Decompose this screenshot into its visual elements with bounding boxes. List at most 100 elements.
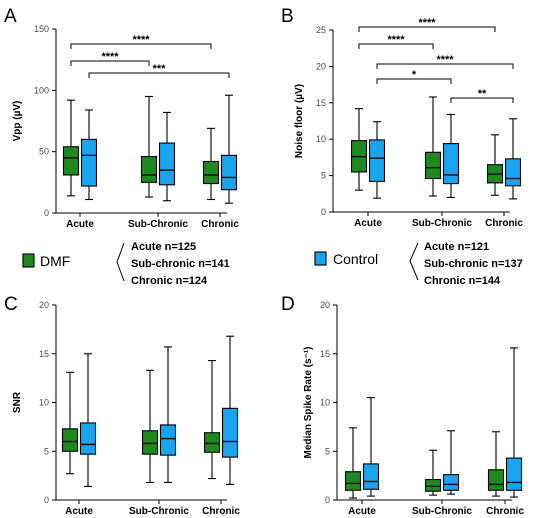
box-iqr — [202, 160, 220, 185]
y-tick-label: 5 — [44, 446, 49, 456]
box-dmf-2 — [141, 369, 159, 484]
y-tick-label: 150 — [34, 24, 49, 34]
significance-bracket: **** — [358, 34, 434, 49]
x-category-label: Chronic — [201, 219, 239, 230]
significance-bracket: * — [376, 69, 452, 84]
significance-label: **** — [436, 54, 454, 66]
y-tick-label: 0 — [44, 208, 49, 218]
panel-letter: C — [4, 294, 18, 315]
x-category-label: Acute — [66, 219, 94, 230]
y-tick-label: 5 — [325, 446, 330, 456]
y-tick-label: 50 — [39, 147, 49, 157]
y-tick-label: 20 — [39, 300, 49, 310]
significance-label: * — [412, 69, 417, 81]
legend-n-subchronic-dmf: Sub-chronic n=141 — [131, 258, 230, 270]
panel-letter: A — [4, 6, 17, 27]
x-category-label: Chronic — [486, 506, 524, 517]
bracket-line — [88, 72, 230, 78]
box-dmf-3 — [487, 431, 505, 497]
box-control-2 — [442, 113, 460, 198]
box-iqr — [344, 471, 362, 491]
significance-bracket: *** — [88, 63, 230, 78]
x-category-label: Acute — [65, 506, 93, 517]
x-category-label: Acute — [348, 506, 376, 517]
x-category-label: Acute — [354, 218, 382, 229]
bracket-line — [358, 43, 434, 49]
panel-d: D 0 5 10 15 20 Median Spike Rate (s⁻¹) Acute Sub… — [281, 294, 524, 517]
box-control-2 — [158, 111, 176, 202]
legend-brace-dmf — [116, 242, 125, 282]
y-tick-label: 10 — [39, 398, 49, 408]
x-category-label: Sub-Chronic — [412, 506, 472, 517]
box-dmf-2 — [424, 96, 442, 197]
bracket-line — [70, 43, 212, 49]
y-tick-label: 5 — [321, 171, 326, 181]
significance-label: **** — [101, 51, 119, 63]
box-iqr — [362, 463, 380, 490]
bracket-line — [376, 63, 514, 69]
box-iqr — [203, 432, 221, 453]
box-iqr — [141, 430, 159, 455]
box-iqr — [221, 407, 239, 458]
box-dmf-3 — [202, 127, 220, 201]
y-tick-label: 15 — [320, 349, 330, 359]
box-iqr — [80, 138, 98, 187]
box-dmf-1 — [62, 99, 80, 197]
box-iqr — [140, 156, 158, 183]
panel-c: C 0 5 10 15 20 SNR Acute Sub-Chronic Chronic — [4, 294, 240, 517]
y-tick-label: 100 — [34, 85, 49, 95]
box-control-3 — [221, 335, 239, 485]
box-iqr — [368, 139, 386, 182]
y-tick-label: 15 — [39, 349, 49, 359]
box-control-2 — [442, 430, 460, 495]
panel-letter: D — [281, 294, 295, 315]
box-iqr — [442, 474, 460, 491]
box-iqr — [487, 469, 505, 491]
box-dmf-1 — [61, 371, 79, 475]
box-iqr — [159, 424, 177, 456]
legend-swatch-dmf — [22, 253, 35, 268]
legend-n-chronic-dmf: Chronic n=124 — [131, 275, 208, 287]
y-tick-label: 10 — [316, 134, 326, 144]
box-dmf-2 — [140, 95, 158, 198]
significance-bracket: ** — [450, 88, 514, 103]
legend-control: Control Acute n=121 Sub-chronic n=137 Ch… — [314, 241, 523, 287]
panel-letter: B — [281, 6, 294, 27]
box-dmf-1 — [344, 427, 362, 499]
legend: DMF Acute n=125 Sub-chronic n=141 Chroni… — [22, 241, 523, 287]
bracket-line — [450, 97, 514, 103]
box-control-3 — [505, 347, 523, 498]
legend-n-subchronic-control: Sub-chronic n=137 — [424, 258, 523, 270]
box-iqr — [442, 143, 460, 185]
y-tick-label: 25 — [316, 25, 326, 35]
y-axis-title: SNR — [12, 391, 23, 413]
box-iqr — [158, 142, 176, 186]
significance-bracket: **** — [70, 51, 150, 66]
box-control-3 — [220, 94, 238, 204]
x-category-label: Chronic — [485, 218, 523, 229]
x-category-label: Chronic — [202, 506, 240, 517]
y-tick-label: 20 — [316, 61, 326, 71]
box-control-2 — [159, 346, 177, 484]
y-axis-title: Vpp (µV) — [12, 101, 23, 142]
legend-n-chronic-control: Chronic n=144 — [424, 275, 501, 287]
box-iqr — [504, 158, 522, 187]
panel-b: B 0 5 10 15 20 25 Noise floor (µV) Acute Sub-Chro… — [281, 6, 523, 229]
x-category-label: Sub-Chronic — [128, 219, 188, 230]
x-category-label: Sub-Chronic — [129, 506, 189, 517]
y-tick-label: 15 — [316, 98, 326, 108]
y-tick-label: 20 — [320, 300, 330, 310]
box-iqr — [505, 457, 523, 491]
legend-n-acute-dmf: Acute n=125 — [131, 241, 196, 253]
significance-label: *** — [153, 63, 167, 75]
box-iqr — [424, 151, 442, 180]
box-iqr — [79, 422, 97, 455]
bracket-line — [358, 26, 496, 32]
significance-label: **** — [418, 17, 436, 29]
box-dmf-1 — [350, 108, 368, 191]
y-axis-title: Noise floor (µV) — [294, 84, 305, 158]
y-tick-label: 0 — [321, 207, 326, 217]
significance-bracket: **** — [70, 34, 212, 49]
legend-dmf: DMF Acute n=125 Sub-chronic n=141 Chroni… — [22, 241, 230, 287]
